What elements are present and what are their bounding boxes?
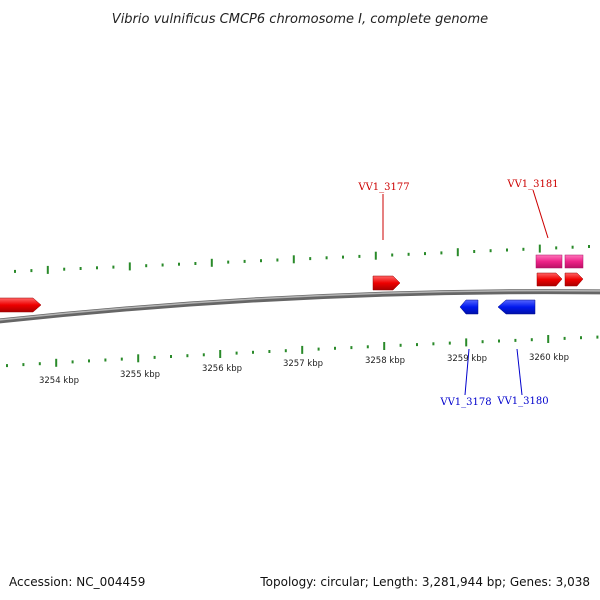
gene-arrow-forward[interactable] <box>564 272 584 287</box>
scale-label: 3254 kbp <box>39 376 79 386</box>
scale-label: 3260 kbp <box>529 353 569 363</box>
leader-line-vv1-3180 <box>516 348 523 396</box>
feature-block-pink[interactable] <box>564 254 584 269</box>
outer-tick-row <box>14 244 590 274</box>
gene-arrow-forward[interactable] <box>536 272 563 287</box>
gene-arrow-vv1-3180[interactable] <box>497 299 536 315</box>
scale-label: 3259 kbp <box>447 354 487 364</box>
gene-arrow-vv1-3177[interactable] <box>372 275 401 291</box>
feature-block-pink[interactable] <box>535 254 563 269</box>
gene-label-vv1-3181[interactable]: VV1_3181 <box>506 179 558 190</box>
gene-arrow-vv1-3178[interactable] <box>459 299 479 315</box>
chromosome-backbone <box>0 289 600 324</box>
accession-text: Accession: NC_004459 <box>9 575 145 589</box>
scale-label: 3256 kbp <box>202 364 242 374</box>
scale-label: 3258 kbp <box>365 356 405 366</box>
gene-label-vv1-3180[interactable]: VV1_3180 <box>496 396 548 407</box>
gene-arrow-forward[interactable] <box>0 297 42 313</box>
gene-label-vv1-3178[interactable]: VV1_3178 <box>439 397 491 408</box>
gene-label-vv1-3177[interactable]: VV1_3177 <box>357 182 409 193</box>
chromosome-backbone-highlight <box>0 289 600 321</box>
scale-label: 3257 kbp <box>283 359 323 369</box>
map-title: Vibrio vulnificus CMCP6 chromosome I, co… <box>112 12 488 27</box>
scale-label: 3255 kbp <box>120 370 160 380</box>
inner-tick-row <box>6 335 599 368</box>
leader-line-vv1-3181 <box>532 189 549 239</box>
genome-summary-text: Topology: circular; Length: 3,281,944 bp… <box>259 575 590 589</box>
leader-line-vv1-3178 <box>464 348 470 396</box>
